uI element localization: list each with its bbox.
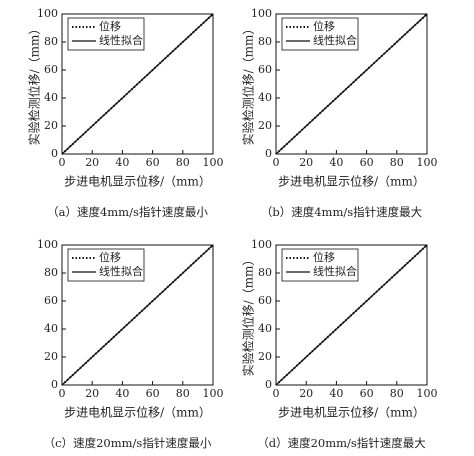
x-tick-label: 80 [176,156,190,169]
x-tick-label: 60 [360,156,374,169]
y-tick-label: 80 [44,266,58,279]
legend-label: 线性拟合 [99,264,143,278]
x-tick-label: 20 [85,156,99,169]
x-tick-label: 20 [299,156,313,169]
legend-label: 线性拟合 [313,264,357,278]
y-tick-label: 20 [258,119,272,132]
series-line [61,244,214,386]
caption: （a）速度4mm/s指针速度最小 [47,205,208,219]
y-tick-label: 80 [258,266,272,279]
x-axis-label: 步进电机显示位移/（mm） [278,405,425,420]
y-tick-label: 20 [44,119,58,132]
x-axis-label: 步进电机显示位移/（mm） [278,174,425,189]
series-line [61,13,214,155]
legend-label: 线性拟合 [99,33,143,47]
legend-label: 线性拟合 [313,33,357,47]
x-tick-label: 0 [59,387,66,400]
x-tick-label: 40 [329,387,343,400]
x-tick-label: 100 [417,387,438,400]
legend-box [281,17,359,51]
y-tick-label: 20 [258,350,272,363]
y-tick-label: 60 [44,294,58,307]
x-tick-label: 100 [417,156,438,169]
y-tick-label: 80 [258,35,272,48]
y-tick-label: 80 [44,35,58,48]
y-tick-label: 40 [44,322,58,335]
legend-label: 位移 [313,250,335,264]
y-axis-label: 实验检测位移/（mm） [241,23,256,146]
caption: （c）速度20mm/s指针速度最小 [44,436,212,450]
x-tick-label: 40 [115,156,129,169]
x-tick-label: 100 [203,387,224,400]
y-tick-label: 0 [265,378,272,391]
x-axis-label: 步进电机显示位移/（mm） [64,174,211,189]
y-tick-label: 0 [51,147,58,160]
caption: （d）速度20mm/s指针速度最大 [257,436,426,450]
x-tick-label: 40 [329,156,343,169]
plot-frame [61,13,214,155]
plot-frame [61,244,214,386]
y-tick-label: 20 [44,350,58,363]
y-tick-label: 60 [258,294,272,307]
x-tick-label: 60 [146,387,160,400]
legend-label: 位移 [99,19,121,33]
legend-box [67,248,145,282]
y-tick-label: 100 [37,238,58,251]
x-tick-label: 100 [203,156,224,169]
caption: （b）速度4mm/s指针速度最大 [261,205,423,219]
x-tick-label: 20 [85,387,99,400]
legend-label: 位移 [313,19,335,33]
x-tick-label: 0 [273,387,280,400]
y-tick-label: 100 [251,238,272,251]
x-tick-label: 40 [115,387,129,400]
series-line [275,13,428,155]
x-axis-label: 步进电机显示位移/（mm） [64,405,211,420]
y-tick-label: 40 [258,322,272,335]
x-tick-label: 60 [360,387,374,400]
y-tick-label: 0 [51,378,58,391]
plot-frame [275,13,428,155]
x-tick-label: 0 [59,156,66,169]
y-tick-label: 40 [44,91,58,104]
x-tick-label: 80 [390,387,404,400]
y-tick-label: 60 [258,63,272,76]
y-tick-label: 40 [258,91,272,104]
legend-box [67,17,145,51]
y-axis-label: 实验检测位移/（mm） [241,254,256,377]
series-line [275,244,428,386]
y-tick-label: 100 [251,7,272,20]
legend-box [281,248,359,282]
x-tick-label: 80 [176,387,190,400]
x-tick-label: 0 [273,156,280,169]
y-tick-label: 60 [44,63,58,76]
y-axis-label: 实验检测位移/（mm） [27,23,42,146]
plot-frame [275,244,428,386]
x-tick-label: 60 [146,156,160,169]
x-tick-label: 80 [390,156,404,169]
x-tick-label: 20 [299,387,313,400]
y-tick-label: 100 [37,7,58,20]
legend-label: 位移 [99,250,121,264]
y-tick-label: 0 [265,147,272,160]
